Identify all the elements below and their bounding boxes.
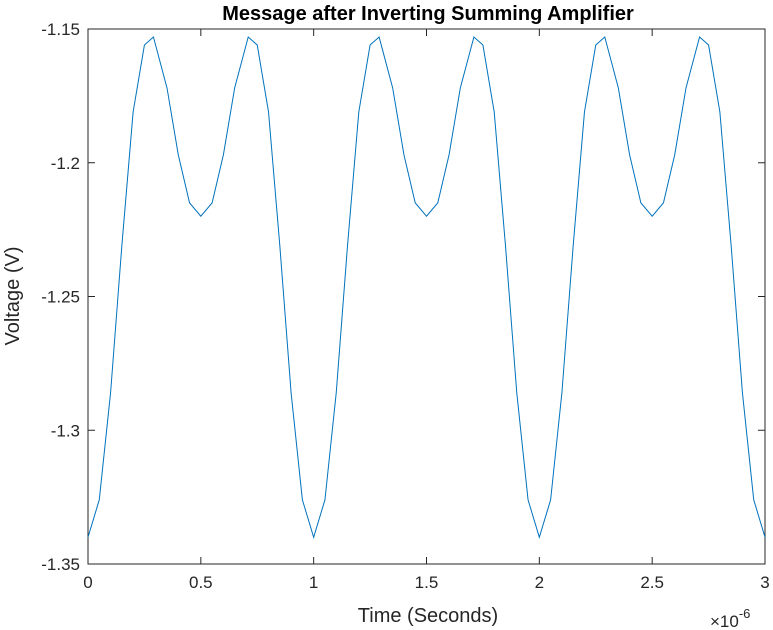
- y-tick-label: -1.15: [41, 20, 80, 39]
- x-tick-label: 1: [309, 573, 318, 592]
- y-tick-label: -1.3: [51, 421, 80, 440]
- x-exponent-power: -6: [739, 606, 751, 621]
- x-axis-label: Time (Seconds): [358, 605, 498, 627]
- y-axis: -1.35 -1.3 -1.25 -1.2 -1.15: [41, 20, 765, 574]
- x-exponent-base: ×10: [710, 612, 739, 630]
- plot-area: [87, 28, 766, 565]
- x-axis-exponent: ×10-6: [710, 606, 750, 630]
- chart-title: Message after Inverting Summing Amplifie…: [222, 3, 634, 25]
- x-tick-label: 0: [83, 573, 92, 592]
- y-axis-label: Voltage (V): [2, 247, 24, 346]
- y-tick-label: -1.25: [41, 288, 80, 307]
- x-tick-label: 1.5: [415, 573, 439, 592]
- y-tick-label: -1.2: [51, 154, 80, 173]
- x-tick-label: 0.5: [189, 573, 213, 592]
- x-axis: 0 0.5 1 1.5 2 2.5 3: [83, 29, 770, 592]
- x-tick-label: 2.5: [640, 573, 664, 592]
- y-tick-label: -1.35: [41, 555, 80, 574]
- x-tick-label: 2: [535, 573, 544, 592]
- series-line: [87, 36, 766, 539]
- x-tick-label: 3: [760, 573, 769, 592]
